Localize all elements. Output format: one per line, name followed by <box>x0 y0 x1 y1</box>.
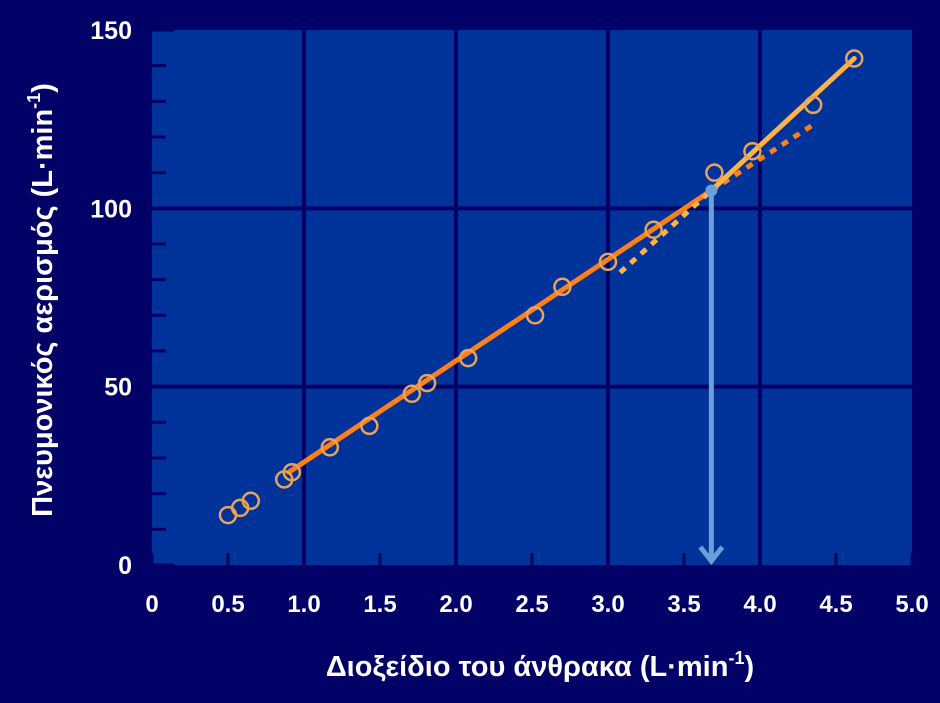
x-tick-label: 0.5 <box>211 591 244 618</box>
x-tick-label: 2.5 <box>515 591 548 618</box>
y-tick-label: 100 <box>90 195 132 223</box>
threshold-arrow-head <box>698 545 725 566</box>
fit-line-dashed <box>618 188 714 275</box>
y-tick-label: 150 <box>90 17 132 45</box>
x-tick-label: 4.0 <box>743 591 776 618</box>
fit-line-solid <box>708 56 857 193</box>
data-point <box>705 163 724 182</box>
x-tick-label: 0 <box>145 591 158 618</box>
data-point <box>553 277 572 297</box>
data-point <box>844 49 864 68</box>
fit-line-solid <box>286 188 714 475</box>
data-point <box>282 463 302 482</box>
y-tick-label: 0 <box>118 552 132 580</box>
data-marks <box>218 49 864 566</box>
x-tick-label: 1.5 <box>363 591 396 618</box>
y-tick-label: 50 <box>104 374 132 402</box>
fit-line-dashed <box>710 120 818 193</box>
x-tick-label: 3.5 <box>667 591 700 618</box>
tick-labels: 0 0.5 1.0 1.5 2.0 2.5 3.0 3.5 4.0 4.5 5.0 0 50 100 150 <box>90 17 928 618</box>
x-tick-label: 1.0 <box>287 591 320 618</box>
data-point <box>644 220 663 239</box>
x-axis-label: Διοξείδιο του άνθρακα (L·min-1) <box>326 648 754 683</box>
y-axis-label: Πνευμονικός αερισμός (L·min-1) <box>24 83 59 517</box>
data-point <box>241 491 261 511</box>
data-point <box>803 95 823 115</box>
data-point <box>598 252 618 272</box>
y-axis-label-end: ) <box>27 83 59 93</box>
data-point <box>402 384 422 404</box>
data-point <box>320 438 340 457</box>
x-axis-label-end: ) <box>744 651 754 683</box>
x-tick-label: 4.5 <box>819 591 852 618</box>
data-point <box>417 373 437 393</box>
data-point <box>458 348 478 368</box>
data-point <box>743 142 762 161</box>
x-tick-label: 2.0 <box>439 591 472 618</box>
data-point <box>525 306 545 325</box>
x-tick-label: 3.0 <box>591 591 624 618</box>
x-axis-label-superscript: -1 <box>728 648 744 668</box>
x-tick-label: 5.0 <box>895 591 928 618</box>
y-axis-label-superscript: -1 <box>24 93 44 109</box>
data-point <box>360 416 379 436</box>
